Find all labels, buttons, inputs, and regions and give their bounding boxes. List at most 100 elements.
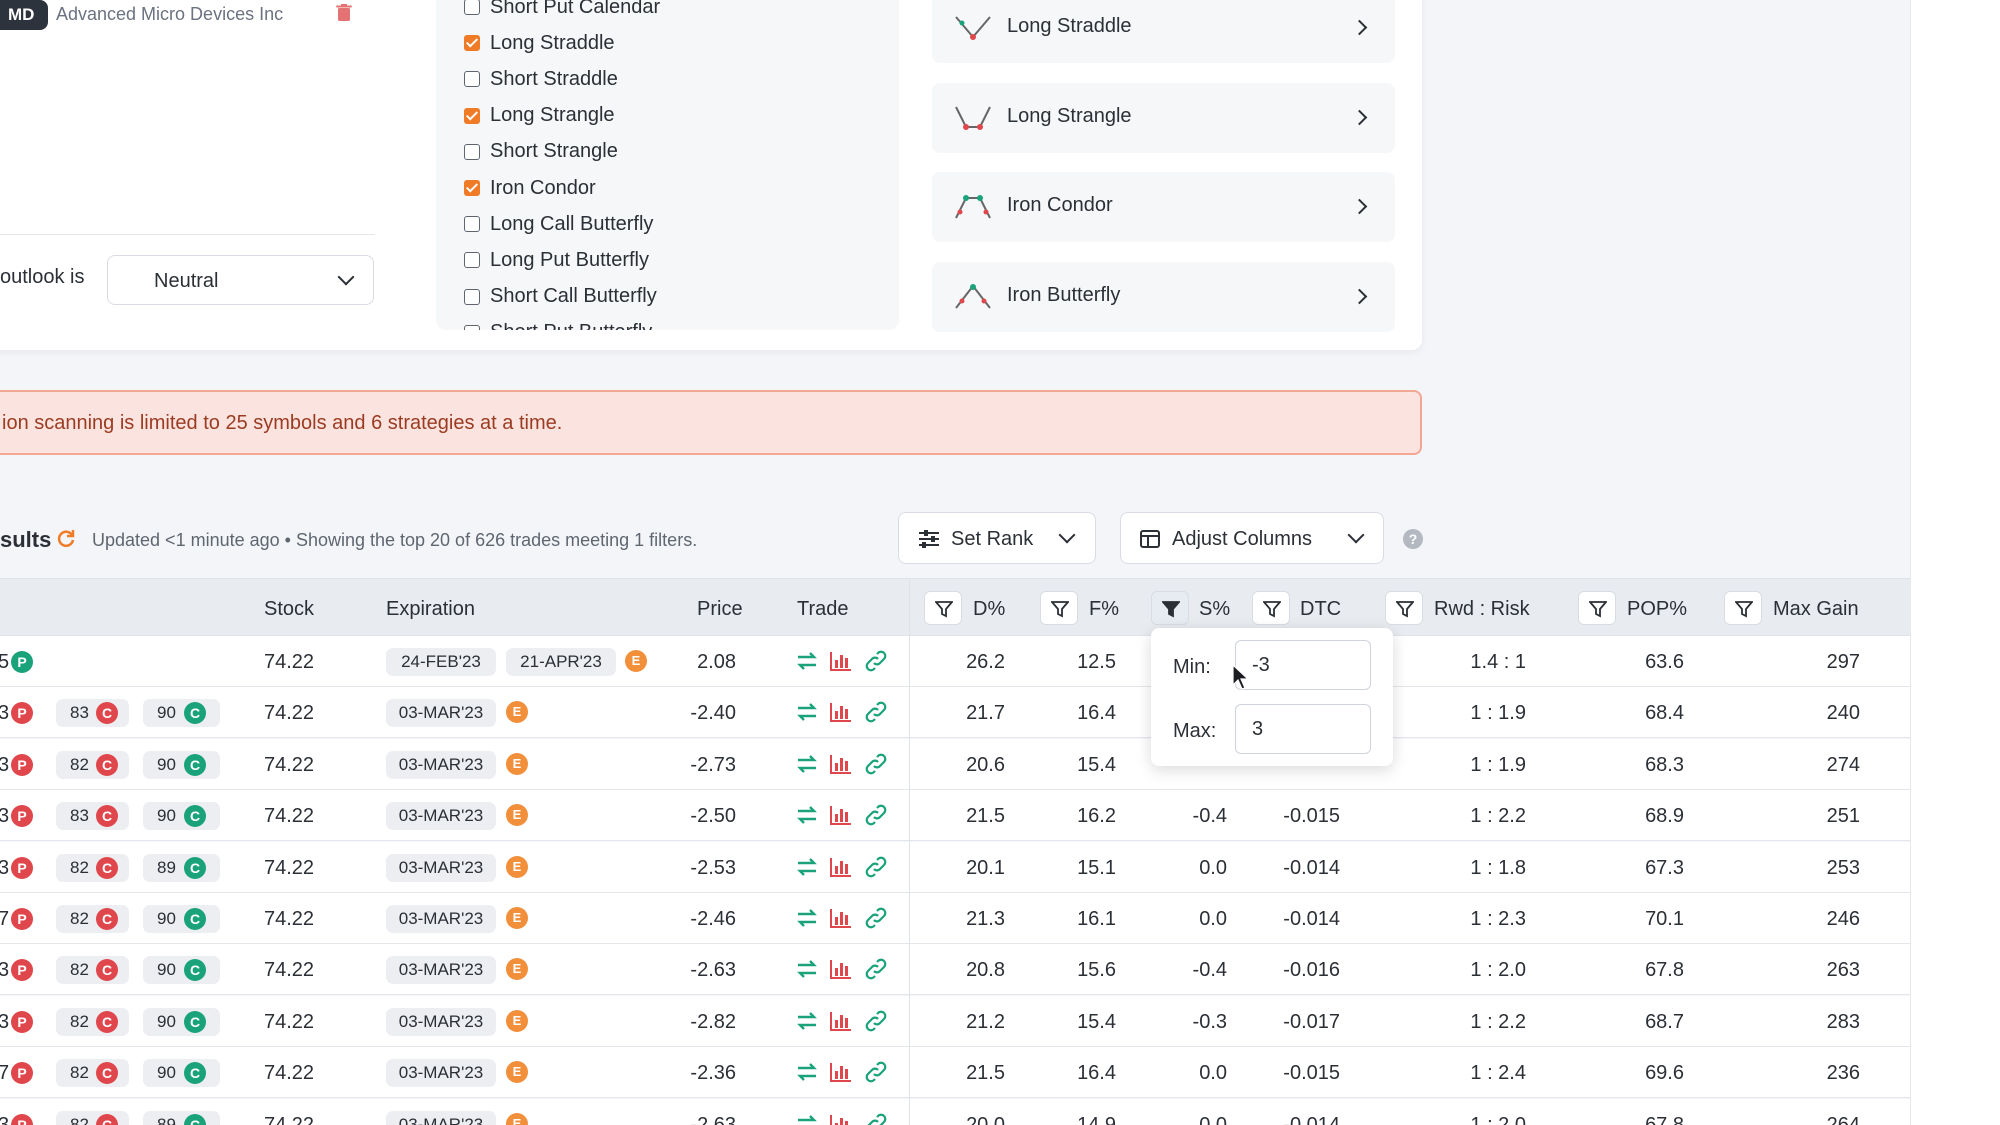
swap-icon[interactable]	[795, 804, 819, 826]
link-icon[interactable]	[864, 650, 888, 672]
filter-pop-icon[interactable]	[1578, 591, 1616, 625]
col-f[interactable]: F%	[1089, 598, 1119, 620]
col-stock[interactable]: Stock	[264, 598, 315, 620]
col-expiration[interactable]: Expiration	[386, 598, 475, 620]
strategy-checklist[interactable]: Short Put Calendar Long Straddle Short Str…	[436, 0, 899, 330]
chart-icon[interactable]	[829, 856, 853, 878]
table-row[interactable]: 3 P 82 C 90 C 74.22 03-MAR'23 E -2.73 20.6 15.4 1 : …	[0, 738, 1910, 790]
swap-icon[interactable]	[795, 958, 819, 980]
strategy-checkbox-item[interactable]: Short Call Butterfly	[464, 284, 657, 310]
max-input[interactable]: 3	[1235, 704, 1371, 754]
strategy-checkbox-item[interactable]: Long Put Butterfly	[464, 247, 649, 273]
chart-icon[interactable]	[829, 958, 853, 980]
swap-icon[interactable]	[795, 650, 819, 672]
strategy-card[interactable]: Long Strangle	[932, 82, 1395, 153]
column-separator	[909, 578, 910, 1125]
refresh-icon[interactable]	[56, 528, 76, 554]
table-row[interactable]: 7 P 82 C 90 C 74.22 03-MAR'23 E -2.46 21.3 16.1 0.0 -…	[0, 893, 1910, 944]
d-value: 20.1	[966, 856, 1005, 879]
right-gutter	[1910, 0, 2000, 1125]
table-row[interactable]: 3 P 82 C 89 C 74.22 03-MAR'23 E -2.63 20.0 14.9 0.0 -…	[0, 1098, 1910, 1125]
strategy-checkbox-item[interactable]: Long Straddle	[464, 30, 615, 56]
checkbox[interactable]	[464, 252, 480, 269]
adjust-columns-button[interactable]: Adjust Columns	[1120, 512, 1384, 564]
strategy-card[interactable]: Iron Condor	[932, 172, 1395, 242]
table-row[interactable]: 3 P 83 C 90 C 74.22 03-MAR'23 E -2.40 21.7 16.4 1 : …	[0, 687, 1910, 739]
checkbox[interactable]	[464, 107, 480, 124]
trash-icon[interactable]	[336, 4, 354, 24]
outlook-select[interactable]: Neutral	[107, 255, 374, 305]
filter-d-icon[interactable]	[924, 591, 962, 625]
filter-f-icon[interactable]	[1040, 591, 1078, 625]
strike-value: 82	[70, 754, 89, 774]
chart-icon[interactable]	[829, 907, 853, 929]
table-row[interactable]: 3 P 83 C 90 C 74.22 03-MAR'23 E -2.50 21.5 16.2 -0.4…	[0, 790, 1910, 842]
set-rank-button[interactable]: Set Rank	[898, 512, 1096, 564]
swap-icon[interactable]	[795, 907, 819, 929]
checkbox[interactable]	[464, 35, 480, 52]
link-icon[interactable]	[864, 1061, 888, 1083]
chart-icon[interactable]	[829, 1010, 853, 1032]
link-icon[interactable]	[864, 753, 888, 775]
chart-icon[interactable]	[829, 753, 853, 775]
checkbox[interactable]	[464, 324, 480, 330]
chart-icon[interactable]	[829, 804, 853, 826]
table-row[interactable]: 3 P 82 C 89 C 74.22 03-MAR'23 E -2.53 20.1 15.1 0.0 -…	[0, 841, 1910, 893]
swap-icon[interactable]	[795, 701, 819, 723]
chart-icon[interactable]	[829, 650, 853, 672]
link-icon[interactable]	[864, 856, 888, 878]
checkbox[interactable]	[464, 71, 480, 88]
checkbox[interactable]	[464, 216, 480, 233]
col-max-gain[interactable]: Max Gain	[1773, 598, 1859, 620]
rwd-risk-value: 1 : 2.0	[1470, 959, 1526, 982]
strategy-checkbox-item[interactable]: Long Call Butterfly	[464, 211, 653, 237]
checkbox[interactable]	[464, 180, 480, 196]
swap-icon[interactable]	[795, 1113, 819, 1125]
col-pop[interactable]: POP%	[1627, 598, 1688, 620]
swap-icon[interactable]	[795, 753, 819, 775]
strategy-checkbox-item[interactable]: Short Straddle	[464, 66, 618, 92]
swap-icon[interactable]	[795, 1061, 819, 1083]
chart-icon[interactable]	[829, 1113, 853, 1125]
filter-rwd-icon[interactable]	[1385, 591, 1423, 625]
col-rwd-risk[interactable]: Rwd : Risk	[1434, 598, 1530, 620]
checkbox[interactable]	[464, 143, 480, 160]
strike-value: 82	[70, 960, 89, 980]
strategy-checkbox-item[interactable]: Short Strangle	[464, 139, 618, 165]
link-icon[interactable]	[864, 1010, 888, 1032]
table-row[interactable]: 5 P 74.22 24-FEB'23 21-APR'23 E 2.08 26.2 12.5 1.…	[0, 636, 1910, 687]
chart-icon[interactable]	[829, 1061, 853, 1083]
table-row[interactable]: 3 P 82 C 90 C 74.22 03-MAR'23 E -2.63 20.8 15.6 -0.4…	[0, 944, 1910, 996]
leg-type-badge: C	[184, 1113, 206, 1125]
filter-dtc-icon[interactable]	[1252, 591, 1290, 625]
col-price[interactable]: Price	[697, 598, 743, 620]
col-trade[interactable]: Trade	[797, 598, 849, 620]
table-row[interactable]: 3 P 82 C 90 C 74.22 03-MAR'23 E -2.82 21.2 15.4 -0.3…	[0, 995, 1910, 1047]
link-icon[interactable]	[864, 1113, 888, 1125]
strategy-card[interactable]: Long Straddle	[932, 0, 1395, 63]
swap-icon[interactable]	[795, 1010, 819, 1032]
checkbox[interactable]	[464, 288, 480, 305]
help-icon[interactable]: ?	[1403, 529, 1423, 549]
link-icon[interactable]	[864, 804, 888, 826]
strike-value: 90	[157, 1063, 176, 1083]
strategy-checkbox-item[interactable]: Short Put Butterfly	[464, 320, 652, 330]
strategy-checkbox-item[interactable]: Long Strangle	[464, 103, 615, 129]
strategy-checkbox-item[interactable]: Short Put Calendar	[464, 0, 660, 20]
col-s[interactable]: S%	[1199, 598, 1231, 620]
link-icon[interactable]	[864, 701, 888, 723]
col-dtc[interactable]: DTC	[1300, 598, 1342, 620]
strategy-card[interactable]: Iron Butterfly	[932, 261, 1395, 332]
chart-icon[interactable]	[829, 701, 853, 723]
link-icon[interactable]	[864, 907, 888, 929]
table-row[interactable]: 7 P 82 C 90 C 74.22 03-MAR'23 E -2.36 21.5 16.4 0.0 -…	[0, 1047, 1910, 1099]
link-icon[interactable]	[864, 958, 888, 980]
col-d[interactable]: D%	[973, 598, 1006, 620]
swap-icon[interactable]	[795, 856, 819, 878]
strategy-checkbox-item[interactable]: Iron Condor	[464, 175, 596, 201]
checkbox[interactable]	[464, 0, 480, 15]
min-input[interactable]: -3	[1235, 640, 1371, 690]
filter-max-gain-icon[interactable]	[1724, 591, 1762, 625]
filter-s-icon[interactable]	[1151, 591, 1189, 625]
strategy-checkbox-label: Long Straddle	[490, 31, 615, 54]
